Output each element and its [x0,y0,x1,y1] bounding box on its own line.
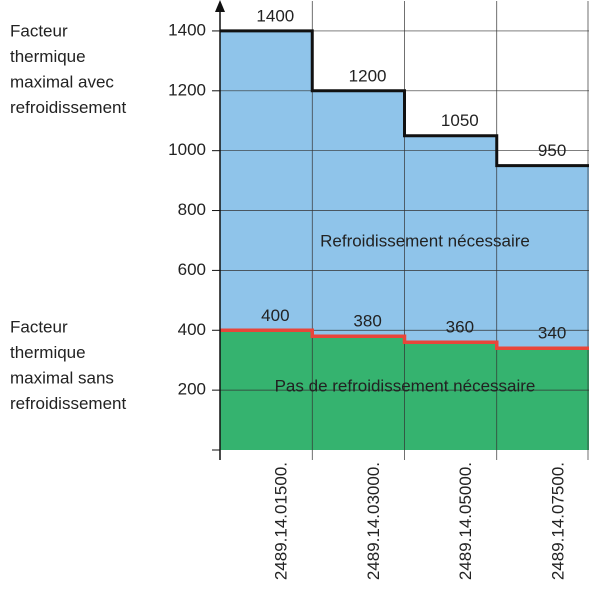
annotation: maximal sans [10,368,114,387]
value-label: 360 [446,318,474,337]
y-tick-label: 600 [178,260,206,279]
annotation: refroidissement [10,98,126,117]
annotation: maximal avec [10,72,114,91]
y-axis-arrow [215,0,225,12]
value-label: 400 [261,306,289,325]
area-label: Pas de refroidissement nécessaire [275,376,536,395]
x-tick-label: 2489.14.03000. [364,462,383,580]
value-label: 950 [538,141,566,160]
annotation: Facteur [10,21,68,40]
area-label: Refroidissement nécessaire [320,231,530,250]
x-tick-label: 2489.14.01500. [272,462,291,580]
y-tick-label: 200 [178,380,206,399]
step-line [220,29,589,168]
x-tick-label: 2489.14.05000. [456,462,475,580]
annotation: thermique [10,343,86,362]
annotation: Facteur [10,317,68,336]
value-label: 1200 [349,66,387,85]
annotation: thermique [10,47,86,66]
x-tick-label: 2489.14.07500. [548,462,567,580]
y-tick-label: 800 [178,200,206,219]
y-tick-label: 1200 [168,80,206,99]
step-line [220,328,589,350]
annotation: refroidissement [10,394,126,413]
value-label: 1050 [441,111,479,130]
y-tick-label: 1000 [168,140,206,159]
value-label: 380 [353,312,381,331]
y-tick-label: 1400 [168,20,206,39]
y-tick-label: 400 [178,320,206,339]
value-label: 1400 [256,6,294,25]
value-label: 340 [538,324,566,343]
